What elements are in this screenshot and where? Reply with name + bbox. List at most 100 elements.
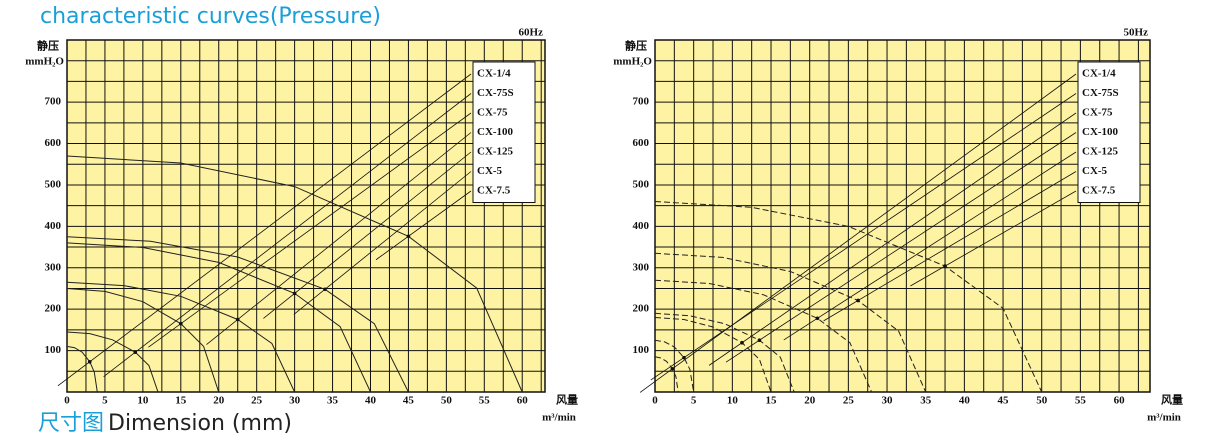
y-label: 静压 [37, 39, 59, 53]
curve-point [235, 317, 240, 322]
x-tick-label: 60 [517, 395, 529, 407]
legend-label: CX-5 [1082, 165, 1108, 177]
x-tick-label: 40 [365, 395, 377, 407]
x-tick-label: 15 [766, 395, 778, 407]
fan-curve [66, 331, 159, 393]
curve-point [406, 234, 411, 239]
legend-box [472, 61, 536, 203]
legend-label: CX-75 [1082, 107, 1113, 119]
leader-line [263, 151, 472, 319]
leader-line [783, 151, 1077, 341]
fan-curve [654, 356, 679, 393]
x-tick-label: 50 [441, 395, 453, 407]
legend-label: CX-1/4 [477, 68, 511, 80]
y-tick-label: 400 [633, 220, 650, 232]
x-tick-label: 55 [479, 395, 491, 407]
x-unit: m³/min [1147, 412, 1181, 424]
x-tick-label: 10 [727, 395, 739, 407]
fan-curve [654, 201, 1043, 393]
y-tick-label: 200 [45, 303, 62, 315]
y-tick-label: 600 [633, 137, 650, 149]
x-tick-label: 15 [175, 395, 187, 407]
y-tick-label: 200 [633, 303, 650, 315]
legend-label: CX-1/4 [1082, 68, 1116, 80]
plot-frame [654, 39, 1151, 393]
x-tick-label: 20 [804, 395, 816, 407]
fan-curve [654, 252, 927, 393]
leader-line [375, 190, 472, 261]
leader-line [639, 73, 1077, 393]
x-tick-label: 20 [213, 395, 225, 407]
y-unit: mmH₂O [25, 56, 64, 68]
leader-line [57, 73, 472, 387]
x-tick-label: 35 [327, 395, 339, 407]
x-tick-label: 45 [998, 395, 1010, 407]
fan-curve [66, 345, 98, 393]
leader-line [293, 171, 472, 315]
fan-curve [66, 242, 371, 393]
legend-label: CX-100 [477, 126, 514, 138]
x-tick-label: 0 [64, 395, 70, 407]
y-tick-label: 300 [633, 261, 650, 273]
fan-curve [66, 236, 409, 393]
fan-curve [654, 317, 772, 393]
y-label: 静压 [625, 39, 647, 53]
curve-point [757, 338, 762, 343]
fan-curve [654, 312, 795, 393]
leader-line [148, 112, 472, 348]
legend-label: CX-125 [477, 146, 514, 158]
x-unit: m³/min [542, 412, 576, 424]
leader-line [103, 93, 472, 377]
leader-line [650, 93, 1077, 381]
legend-box [1077, 61, 1141, 203]
fan-curve [654, 279, 873, 393]
fan-curve [654, 339, 695, 393]
legend-label: CX-75S [1082, 87, 1119, 99]
y-tick-label: 100 [45, 344, 62, 356]
x-tick-label: 25 [251, 395, 263, 407]
leader-line [708, 112, 1077, 366]
y-tick-label: 500 [633, 178, 650, 190]
x-label: 风量 [556, 393, 578, 407]
curve-point [815, 316, 820, 321]
x-tick-label: 45 [403, 395, 415, 407]
curve-point [682, 355, 686, 360]
footer-zh: 尺寸图 [38, 411, 104, 436]
x-tick-label: 55 [1075, 395, 1087, 407]
y-tick-label: 300 [45, 261, 62, 273]
x-tick-label: 30 [882, 395, 894, 407]
x-tick-label: 0 [652, 395, 658, 407]
legend-label: CX-75S [477, 87, 514, 99]
x-tick-label: 30 [289, 395, 301, 407]
subtitle: 60Hz [519, 27, 544, 39]
subtitle: 50Hz [1124, 27, 1149, 39]
x-tick-label: 25 [843, 395, 855, 407]
x-tick-label: 10 [137, 395, 149, 407]
legend-label: CX-5 [477, 165, 503, 177]
footer-en: Dimension (mm) [108, 411, 292, 436]
leader-line [823, 171, 1077, 322]
curve-point [133, 350, 138, 355]
x-tick-label: 50 [1036, 395, 1048, 407]
plot-area [655, 40, 1150, 392]
y-tick-label: 100 [633, 344, 650, 356]
curve-point [87, 359, 92, 364]
leader-line [725, 132, 1077, 363]
fan-curve [66, 288, 220, 393]
curve-point [179, 321, 183, 326]
leader-line [206, 132, 472, 345]
x-tick-label: 60 [1114, 395, 1126, 407]
y-tick-label: 500 [45, 178, 62, 190]
x-tick-label: 5 [691, 395, 697, 407]
y-tick-label: 400 [45, 220, 62, 232]
heading: characteristic curves(Pressure) [40, 4, 381, 29]
curve-point [670, 367, 675, 371]
curve-point [856, 298, 860, 303]
plot-frame [66, 39, 546, 393]
x-tick-label: 40 [959, 395, 971, 407]
curve-point [323, 287, 327, 292]
y-tick-label: 700 [633, 96, 650, 108]
legend-label: CX-7.5 [1082, 185, 1116, 197]
leader-line [910, 190, 1077, 287]
